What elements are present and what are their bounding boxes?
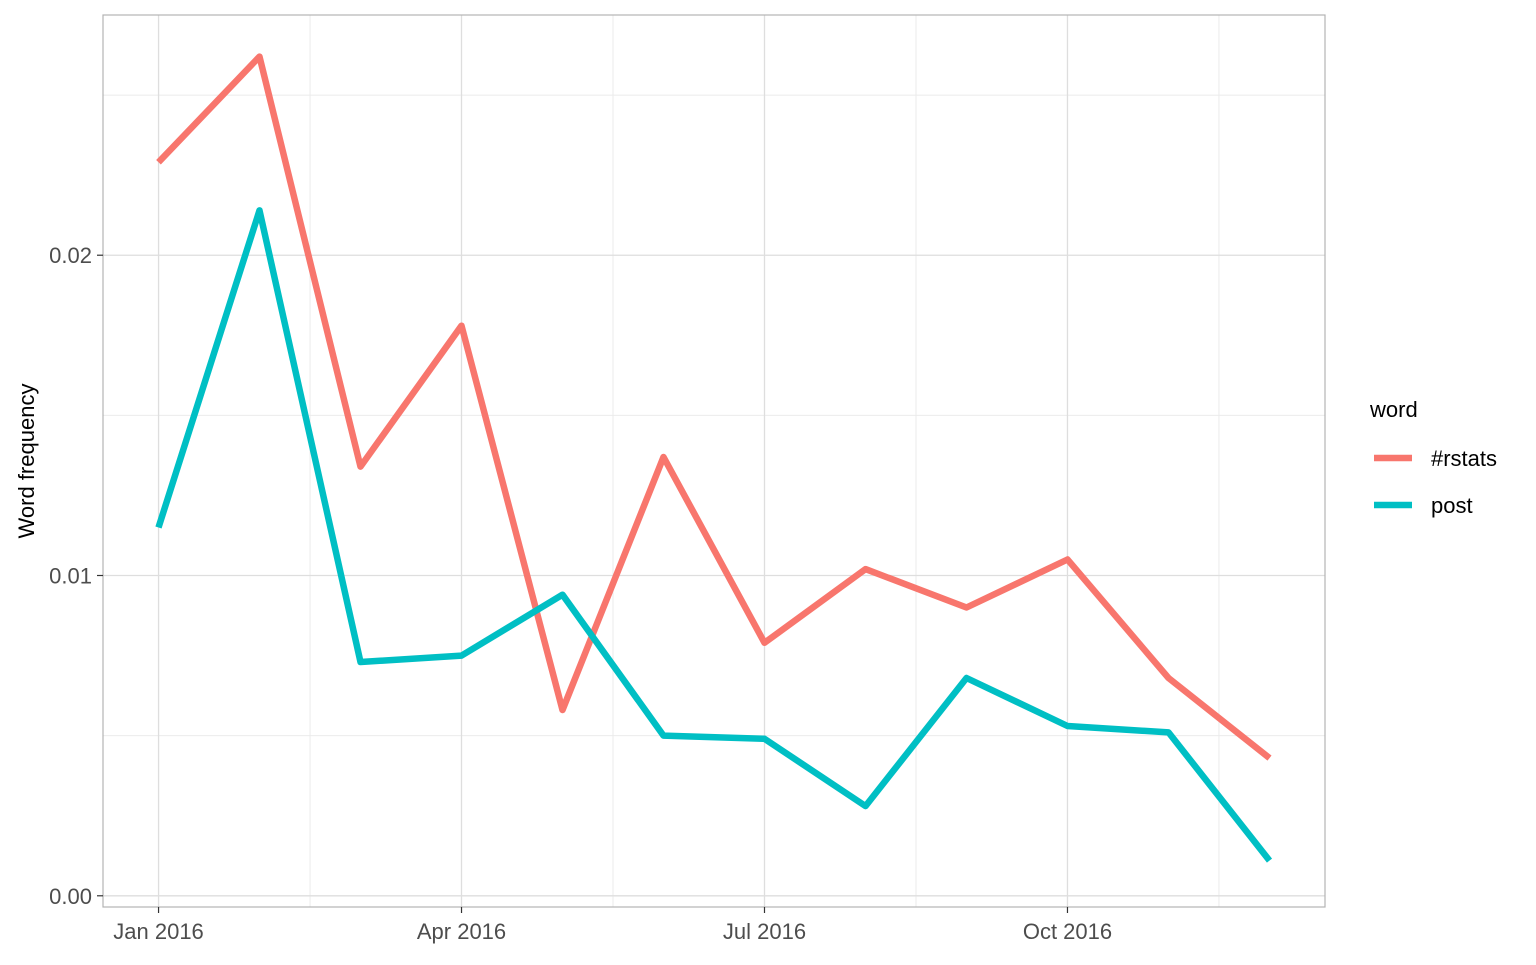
x-tick-label: Oct 2016 <box>1023 919 1112 944</box>
plot-border <box>102 14 1326 908</box>
legend-label: post <box>1431 493 1473 518</box>
plot-panel <box>103 15 1325 907</box>
y-tick-label: 0.01 <box>49 564 92 589</box>
series-line <box>156 53 1272 761</box>
y-axis-title: Word frequency <box>14 384 39 539</box>
gridlines <box>103 15 1325 907</box>
y-axis: 0.00 0.01 0.02 <box>49 243 103 909</box>
legend: word #rstats post <box>1369 397 1497 518</box>
y-tick-label: 0.02 <box>49 243 92 268</box>
x-tick-label: Jul 2016 <box>723 919 806 944</box>
x-axis: Jan 2016 Apr 2016 Jul 2016 Oct 2016 <box>113 907 1112 944</box>
legend-label: #rstats <box>1431 446 1497 471</box>
x-tick-label: Jan 2016 <box>113 919 204 944</box>
series-lines <box>155 53 1273 863</box>
legend-item: #rstats <box>1374 446 1497 471</box>
legend-title: word <box>1369 397 1418 422</box>
series-line <box>155 207 1273 863</box>
x-tick-label: Apr 2016 <box>417 919 506 944</box>
legend-items: #rstats post <box>1374 446 1497 518</box>
legend-item: post <box>1374 493 1473 518</box>
y-tick-label: 0.00 <box>49 884 92 909</box>
